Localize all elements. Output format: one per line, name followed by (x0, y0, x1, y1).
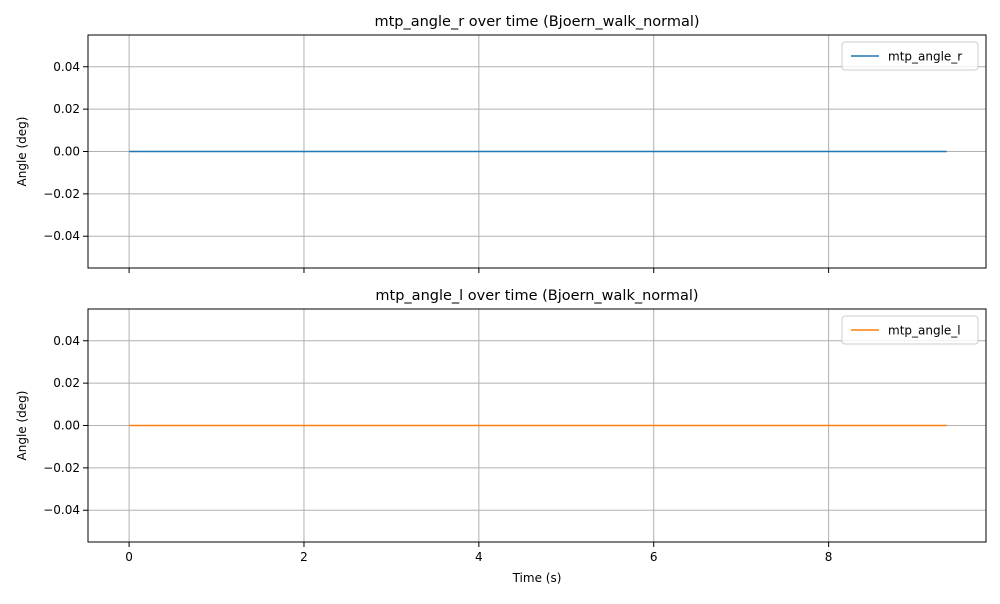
x-axis-label: Time (s) (512, 571, 562, 585)
legend: mtp_angle_r (841, 41, 979, 71)
y-tick-label: 0.02 (53, 376, 80, 390)
y-tick-label: 0.00 (53, 419, 80, 433)
legend-label: mtp_angle_r (888, 50, 962, 64)
y-axis-label: Angle (deg) (15, 391, 29, 461)
y-tick-label: 0.04 (53, 60, 80, 74)
y-tick-label: −0.02 (43, 461, 80, 475)
y-tick-label: −0.04 (43, 503, 80, 517)
y-tick-label: 0.02 (53, 102, 80, 116)
x-tick-label: 8 (825, 550, 833, 564)
x-tick-label: 0 (125, 550, 133, 564)
subplot-2: 0 2 4 6 8 0.04 0.02 0.00 −0.02 −0.04 mtp_angle_l o… (15, 288, 987, 585)
y-axis-label: Angle (deg) (15, 117, 29, 187)
y-tick-label: 0.00 (53, 145, 80, 159)
legend-box (841, 41, 979, 71)
legend-box (841, 315, 979, 345)
chart-title: mtp_angle_r over time (Bjoern_walk_norma… (374, 14, 699, 30)
x-tick-label: 2 (300, 550, 308, 564)
y-tick-label: −0.04 (43, 229, 80, 243)
subplot-1: 0.04 0.02 0.00 −0.02 −0.04 mtp_angle_r over t… (15, 14, 987, 273)
legend-label: mtp_angle_l (888, 324, 961, 338)
legend: mtp_angle_l (841, 315, 979, 345)
y-tick-label: 0.04 (53, 334, 80, 348)
y-tick-label: −0.02 (43, 187, 80, 201)
chart-title: mtp_angle_l over time (Bjoern_walk_norma… (375, 288, 698, 304)
x-tick-label: 6 (650, 550, 658, 564)
x-tick-label: 4 (475, 550, 483, 564)
